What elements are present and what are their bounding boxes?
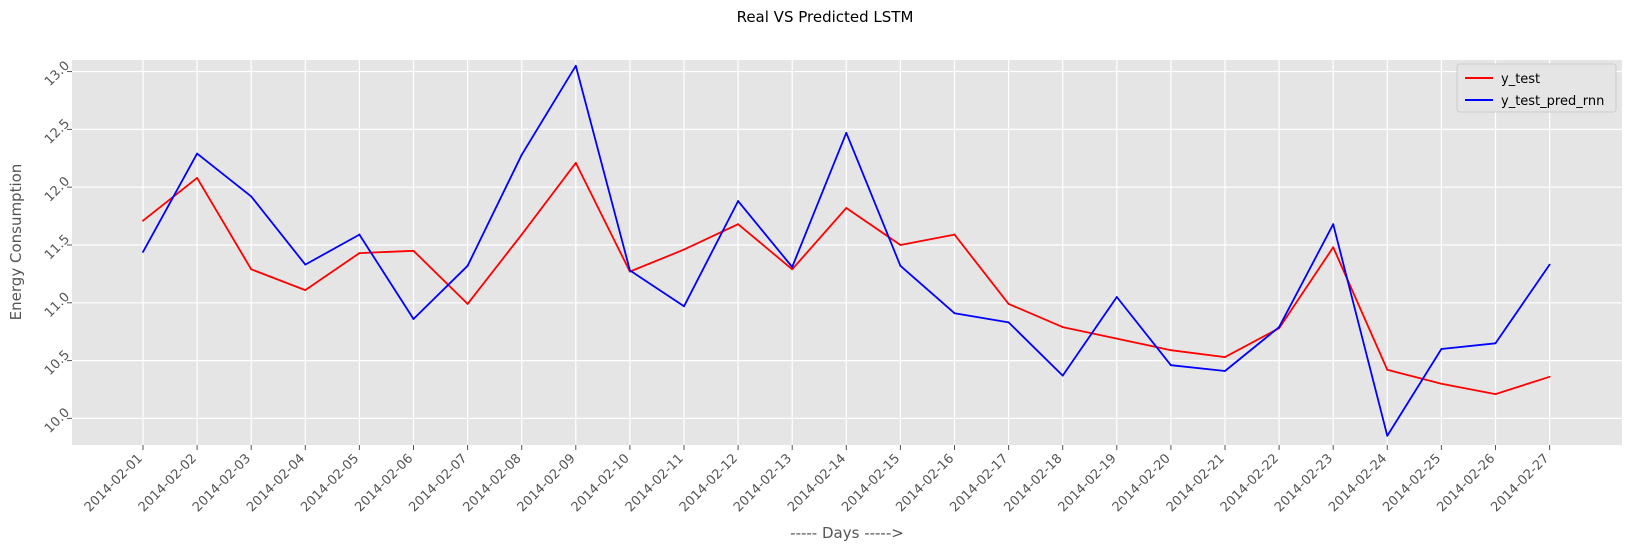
data-point-y_test_pred_rnn bbox=[1278, 326, 1280, 328]
y-tick-label: 10.5 bbox=[42, 348, 73, 379]
data-point-y_test_pred_rnn bbox=[142, 251, 144, 253]
data-point-y_test_pred_rnn bbox=[1224, 370, 1226, 372]
data-point-y_test_pred_rnn bbox=[1061, 374, 1064, 377]
y-tick-label: 12.5 bbox=[42, 116, 73, 147]
data-point-y_test bbox=[1061, 326, 1064, 328]
data-point-y_test_pred_rnn bbox=[1332, 223, 1335, 226]
legend-label: y_test bbox=[1501, 72, 1540, 87]
legend-label: y_test_pred_rnn bbox=[1501, 94, 1604, 109]
x-tick-labels: 2014-02-012014-02-022014-02-032014-02-04… bbox=[82, 451, 1553, 515]
y-axis-label: Energy Consumption bbox=[7, 164, 25, 321]
data-point-y_test bbox=[196, 177, 199, 179]
data-point-y_test bbox=[142, 219, 144, 222]
data-point-y_test bbox=[1332, 246, 1335, 249]
data-point-y_test bbox=[520, 233, 523, 236]
legend-box bbox=[1456, 63, 1617, 113]
data-point-y_test bbox=[1115, 337, 1118, 340]
grid-lines bbox=[67, 60, 1622, 450]
data-point-y_test_pred_rnn bbox=[1494, 342, 1497, 345]
data-point-y_test_pred_rnn bbox=[845, 131, 848, 134]
data-point-y_test_pred_rnn bbox=[683, 305, 685, 308]
data-point-y_test bbox=[845, 207, 848, 209]
plot-area bbox=[72, 60, 1622, 445]
data-point-y_test bbox=[412, 249, 415, 252]
data-point-y_test bbox=[1170, 349, 1172, 352]
data-point-y_test_pred_rnn bbox=[1440, 348, 1443, 350]
data-point-y_test_pred_rnn bbox=[1386, 434, 1389, 437]
data-point-y_test bbox=[1224, 356, 1226, 359]
data-point-y_test bbox=[466, 303, 469, 305]
legend: y_test y_test_pred_rnn bbox=[1456, 63, 1617, 113]
data-point-y_test_pred_rnn bbox=[1548, 263, 1551, 266]
y-tick-label: 11.0 bbox=[42, 290, 73, 321]
data-point-y_test bbox=[574, 161, 577, 164]
y-tick-label: 10.0 bbox=[42, 405, 73, 436]
data-point-y_test_pred_rnn bbox=[250, 195, 253, 198]
data-point-y_test_pred_rnn bbox=[737, 200, 739, 202]
data-point-y_test_pred_rnn bbox=[466, 264, 469, 267]
data-point-y_test bbox=[899, 244, 902, 246]
data-point-y_test bbox=[304, 289, 307, 291]
chart-title: Real VS Predicted LSTM bbox=[737, 8, 914, 26]
data-point-y_test_pred_rnn bbox=[358, 233, 361, 236]
data-point-y_test bbox=[1386, 368, 1389, 371]
data-point-y_test_pred_rnn bbox=[520, 153, 523, 156]
data-point-y_test_pred_rnn bbox=[899, 264, 902, 267]
data-point-y_test bbox=[358, 252, 361, 254]
data-point-y_test bbox=[953, 233, 956, 236]
data-point-y_test bbox=[737, 223, 739, 226]
y-tick-label: 11.5 bbox=[42, 232, 73, 263]
data-point-y_test bbox=[250, 268, 253, 271]
data-point-y_test_pred_rnn bbox=[574, 64, 577, 67]
data-point-y_test bbox=[1548, 375, 1551, 378]
data-point-y_test_pred_rnn bbox=[304, 263, 307, 266]
data-point-y_test_pred_rnn bbox=[791, 266, 794, 268]
data-point-y_test_pred_rnn bbox=[1115, 296, 1118, 298]
data-point-y_test_pred_rnn bbox=[953, 312, 956, 315]
y-tick-label: 12.0 bbox=[42, 174, 73, 205]
y-tick-labels: 10.0 10.5 11.0 11.5 12.0 12.5 13.0 bbox=[42, 59, 73, 437]
series-lines bbox=[142, 64, 1551, 437]
x-tick-label: 2014-02-27 bbox=[1488, 451, 1552, 515]
x-axis-label: ----- Days -----> bbox=[790, 524, 904, 542]
data-point-y_test bbox=[791, 268, 794, 271]
y-tick-label: 13.0 bbox=[42, 59, 73, 90]
data-point-y_test_pred_rnn bbox=[1170, 364, 1172, 367]
data-point-y_test bbox=[1440, 382, 1443, 385]
data-point-y_test bbox=[1494, 393, 1497, 396]
data-point-y_test_pred_rnn bbox=[412, 318, 415, 320]
data-point-y_test bbox=[1007, 303, 1010, 305]
data-point-y_test_pred_rnn bbox=[1007, 321, 1010, 324]
data-point-y_test_pred_rnn bbox=[629, 269, 631, 272]
data-point-y_test_pred_rnn bbox=[196, 152, 199, 155]
data-point-y_test bbox=[683, 248, 685, 251]
